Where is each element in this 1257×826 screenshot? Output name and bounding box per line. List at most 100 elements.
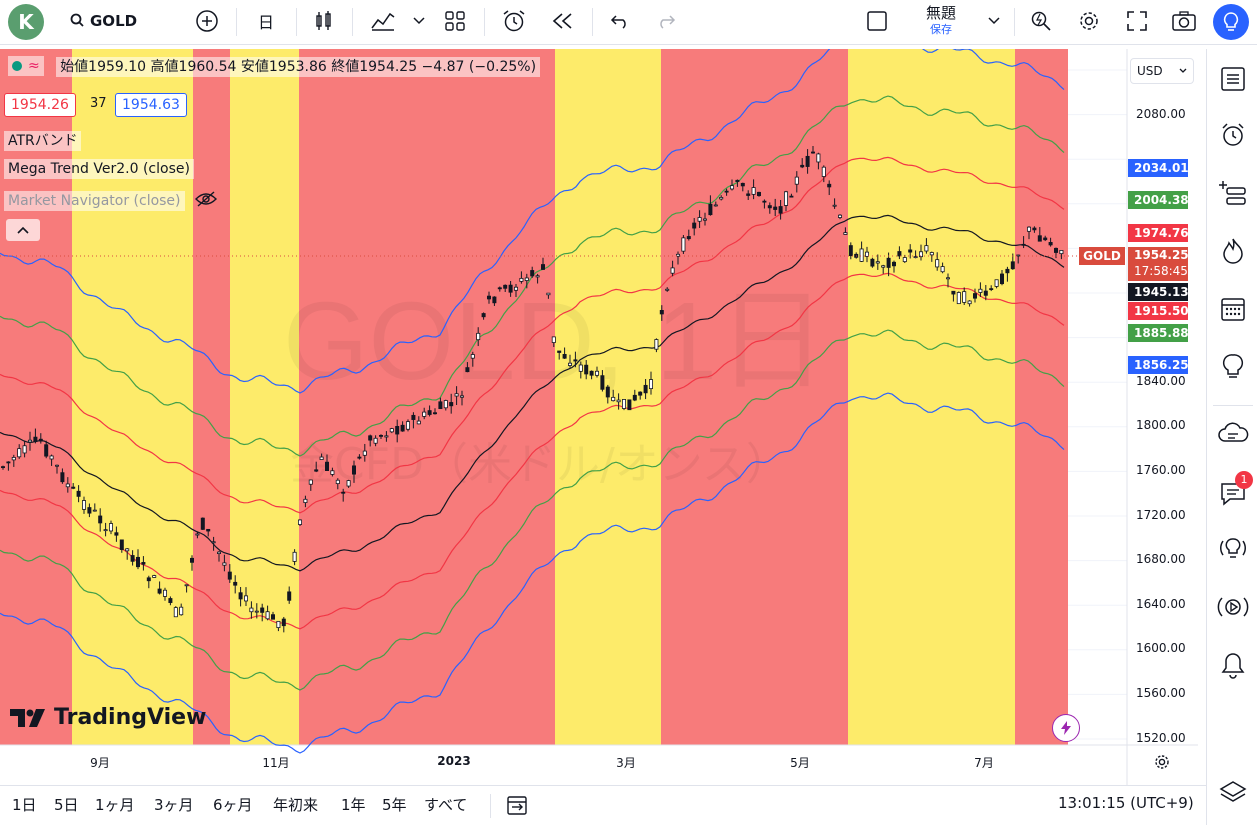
goto-date-button[interactable] <box>504 791 532 819</box>
price-tick: 1600.00 <box>1136 641 1186 655</box>
range-6m[interactable]: 6ヶ月 <box>213 796 253 814</box>
range-all[interactable]: すべて <box>424 796 468 814</box>
candle-body <box>141 562 146 565</box>
user-avatar[interactable]: K <box>8 4 44 40</box>
legend-status[interactable]: ≈ <box>8 56 44 76</box>
redo-button[interactable] <box>652 6 680 36</box>
candle-body <box>486 295 491 300</box>
candle-body <box>287 591 292 601</box>
candle-body <box>330 470 335 475</box>
buy-price-button[interactable]: 1954.63 <box>115 93 187 117</box>
publish-idea-button[interactable] <box>1213 4 1249 40</box>
chats-button[interactable] <box>1215 417 1251 453</box>
candle-body <box>724 190 729 193</box>
candle-body <box>692 222 697 229</box>
candle-body <box>449 402 454 407</box>
undo-button[interactable] <box>606 6 634 36</box>
chart-area[interactable]: GOLD, 1日 金CFD（米ドル/オンス） <box>0 32 1198 785</box>
divider <box>592 8 593 36</box>
candle-body <box>55 464 60 467</box>
layers-button[interactable] <box>1215 775 1251 811</box>
divider <box>236 8 237 36</box>
indicators-dropdown[interactable] <box>410 6 428 36</box>
range-1d[interactable]: 1日 <box>12 796 37 814</box>
currency-select[interactable]: USD <box>1130 58 1194 84</box>
range-5y[interactable]: 5年 <box>382 796 407 814</box>
object-tree-button[interactable] <box>1215 175 1251 211</box>
templates-button[interactable] <box>440 6 470 36</box>
interval-button[interactable]: 日 <box>250 6 282 36</box>
candle-body <box>368 435 373 441</box>
quick-search-button[interactable] <box>1026 6 1056 36</box>
search-icon <box>70 12 84 31</box>
candle-body <box>654 339 659 350</box>
lightbulb-icon <box>1223 12 1239 31</box>
candle-body <box>438 401 443 410</box>
lightbulb-icon <box>1222 354 1244 378</box>
clock-timezone[interactable]: 13:01:15 (UTC+9) <box>1058 794 1194 812</box>
trend-zone <box>848 49 1015 745</box>
lightning-button[interactable] <box>1052 714 1080 742</box>
candle-body <box>395 426 400 435</box>
collapse-legend-button[interactable] <box>6 219 40 241</box>
candle-body <box>276 620 281 629</box>
ohlc-values: 始値1959.10 高値1960.54 安値1953.86 終値1954.25 … <box>56 57 541 77</box>
indicator-atr-band[interactable]: ATRバンド <box>4 130 82 151</box>
candle-body <box>454 393 459 397</box>
divider <box>352 8 353 36</box>
candle-body <box>71 486 76 489</box>
candle-body <box>1032 227 1037 231</box>
range-3m[interactable]: 3ヶ月 <box>154 796 194 814</box>
candle-body <box>794 176 799 185</box>
symbol-search[interactable]: GOLD <box>70 6 150 36</box>
fullscreen-button[interactable] <box>1122 6 1152 36</box>
range-1m[interactable]: 1ヶ月 <box>95 796 135 814</box>
replay-button[interactable] <box>546 6 578 36</box>
candle-body <box>200 517 205 530</box>
chart-type-button[interactable] <box>310 6 338 36</box>
camera-icon <box>1172 11 1196 31</box>
hotlists-button[interactable] <box>1215 233 1251 269</box>
layout-dropdown[interactable] <box>984 6 1004 36</box>
sell-price-button[interactable]: 1954.26 <box>4 93 76 117</box>
watchlist-button[interactable] <box>1215 61 1251 97</box>
live-button[interactable] <box>1215 589 1251 625</box>
alert-button[interactable] <box>498 6 530 36</box>
candle-body <box>103 529 108 532</box>
layout-select-button[interactable] <box>862 6 892 36</box>
alerts-button[interactable] <box>1215 117 1251 153</box>
candle-body <box>778 206 783 214</box>
trend-zone <box>0 49 72 745</box>
layout-name-button[interactable]: 無題 保存 <box>912 3 970 37</box>
settings-button[interactable] <box>1074 6 1104 36</box>
candle-body <box>303 498 308 503</box>
layers-icon <box>1219 781 1247 802</box>
indicators-button[interactable] <box>366 6 400 36</box>
grid-icon <box>445 11 465 31</box>
market-status-dot-icon <box>12 61 22 71</box>
right-sidebar: 1 <box>1206 49 1257 825</box>
axis-settings-button[interactable] <box>1150 751 1174 773</box>
candle-body <box>292 551 297 562</box>
range-1y[interactable]: 1年 <box>341 796 366 814</box>
candle-body <box>670 267 675 274</box>
range-5d[interactable]: 5日 <box>54 796 79 814</box>
ideas-button[interactable] <box>1215 349 1251 385</box>
price-tick: 1560.00 <box>1136 686 1186 700</box>
screenshot-button[interactable] <box>1168 6 1200 36</box>
candle-body <box>557 350 562 353</box>
candle-body <box>65 483 70 488</box>
notifications-button[interactable] <box>1215 647 1251 683</box>
eye-hidden-icon[interactable] <box>194 191 217 211</box>
indicator-mega-trend[interactable]: Mega Trend Ver2.0 (close) <box>4 159 194 179</box>
indicator-market-navigator[interactable]: Market Navigator (close) <box>4 191 217 211</box>
candle-body <box>1021 243 1026 246</box>
calendar-button[interactable] <box>1215 291 1251 327</box>
range-ytd[interactable]: 年初来 <box>273 796 319 814</box>
streams-button[interactable] <box>1215 531 1251 567</box>
divider <box>1014 8 1015 36</box>
chart-blank-area <box>1068 49 1127 745</box>
candle-body <box>946 277 951 280</box>
compare-button[interactable] <box>193 6 221 36</box>
